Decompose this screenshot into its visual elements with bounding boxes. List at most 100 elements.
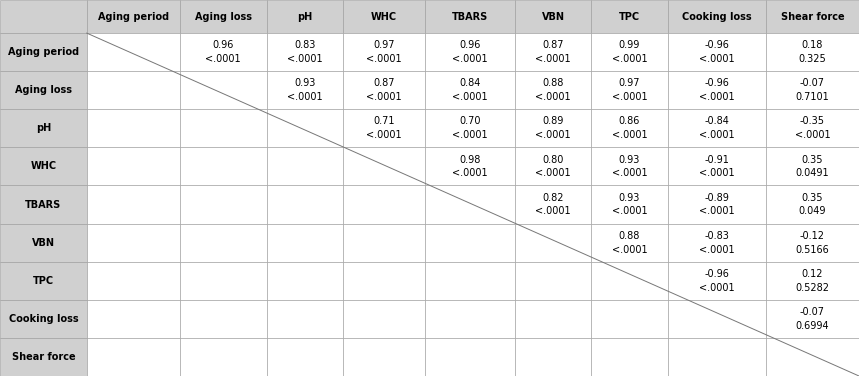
Text: 0.6994: 0.6994 (795, 321, 829, 331)
Bar (180, 262, 266, 300)
Text: 0.35: 0.35 (801, 155, 823, 165)
Bar (515, 0, 591, 33)
Bar (515, 338, 591, 376)
Text: WHC: WHC (30, 161, 57, 171)
Bar (667, 224, 766, 262)
Text: VBN: VBN (32, 238, 55, 248)
Text: -0.91: -0.91 (704, 155, 729, 165)
Text: 0.5282: 0.5282 (795, 283, 830, 293)
Text: <.0001: <.0001 (453, 130, 488, 140)
Text: -0.96: -0.96 (704, 269, 729, 279)
Bar (667, 262, 766, 300)
Text: Cooking loss: Cooking loss (9, 314, 78, 324)
Text: <.0001: <.0001 (366, 130, 402, 140)
Text: 0.87: 0.87 (543, 40, 564, 50)
Bar (0, 224, 87, 262)
Bar (766, 33, 859, 71)
Text: 0.18: 0.18 (801, 40, 823, 50)
Text: 0.82: 0.82 (543, 193, 564, 203)
Bar (766, 300, 859, 338)
Bar (343, 338, 425, 376)
Text: <.0001: <.0001 (612, 244, 647, 255)
Bar (591, 109, 667, 147)
Text: 0.87: 0.87 (374, 78, 395, 88)
Text: <.0001: <.0001 (699, 130, 734, 140)
Bar (87, 33, 180, 71)
Bar (180, 109, 266, 147)
Bar (766, 338, 859, 376)
Bar (266, 224, 343, 262)
Text: 0.7101: 0.7101 (795, 92, 829, 102)
Text: -0.84: -0.84 (704, 117, 729, 126)
Text: Aging period: Aging period (98, 12, 169, 21)
Bar (343, 224, 425, 262)
Bar (343, 147, 425, 185)
Text: <.0001: <.0001 (612, 92, 647, 102)
Text: TPC: TPC (618, 12, 640, 21)
Bar (591, 262, 667, 300)
Text: -0.07: -0.07 (800, 307, 825, 317)
Bar (87, 71, 180, 109)
Bar (0, 71, 87, 109)
Bar (425, 224, 515, 262)
Text: 0.70: 0.70 (460, 117, 481, 126)
Bar (766, 71, 859, 109)
Bar (667, 338, 766, 376)
Bar (0, 33, 87, 71)
Bar (667, 71, 766, 109)
Bar (425, 0, 515, 33)
Text: 0.97: 0.97 (374, 40, 395, 50)
Text: 0.5166: 0.5166 (795, 244, 829, 255)
Text: <.0001: <.0001 (612, 168, 647, 178)
Bar (515, 262, 591, 300)
Bar (766, 147, 859, 185)
Bar (343, 0, 425, 33)
Bar (425, 185, 515, 224)
Bar (425, 109, 515, 147)
Bar (0, 262, 87, 300)
Text: <.0001: <.0001 (366, 54, 402, 64)
Bar (515, 147, 591, 185)
Bar (591, 0, 667, 33)
Bar (515, 109, 591, 147)
Text: -0.12: -0.12 (800, 231, 825, 241)
Bar (343, 71, 425, 109)
Text: Aging period: Aging period (8, 47, 79, 57)
Bar (425, 147, 515, 185)
Text: <.0001: <.0001 (535, 54, 571, 64)
Text: 0.84: 0.84 (460, 78, 481, 88)
Text: <.0001: <.0001 (453, 168, 488, 178)
Bar (266, 109, 343, 147)
Bar (591, 147, 667, 185)
Bar (667, 33, 766, 71)
Bar (87, 338, 180, 376)
Bar (425, 300, 515, 338)
Text: -0.35: -0.35 (800, 117, 825, 126)
Bar (766, 185, 859, 224)
Bar (87, 185, 180, 224)
Bar (87, 262, 180, 300)
Text: VBN: VBN (542, 12, 564, 21)
Bar (266, 185, 343, 224)
Text: <.0001: <.0001 (612, 54, 647, 64)
Text: 0.97: 0.97 (618, 78, 640, 88)
Text: 0.325: 0.325 (799, 54, 826, 64)
Bar (515, 300, 591, 338)
Bar (667, 109, 766, 147)
Text: 0.80: 0.80 (543, 155, 564, 165)
Text: <.0001: <.0001 (699, 92, 734, 102)
Bar (591, 338, 667, 376)
Bar (87, 0, 180, 33)
Bar (87, 224, 180, 262)
Bar (266, 0, 343, 33)
Bar (425, 33, 515, 71)
Text: 0.99: 0.99 (618, 40, 640, 50)
Bar (766, 224, 859, 262)
Text: Aging loss: Aging loss (195, 12, 252, 21)
Text: <.0001: <.0001 (612, 130, 647, 140)
Text: TBARS: TBARS (452, 12, 489, 21)
Bar (591, 71, 667, 109)
Text: <.0001: <.0001 (205, 54, 241, 64)
Text: Aging loss: Aging loss (15, 85, 72, 95)
Text: pH: pH (297, 12, 313, 21)
